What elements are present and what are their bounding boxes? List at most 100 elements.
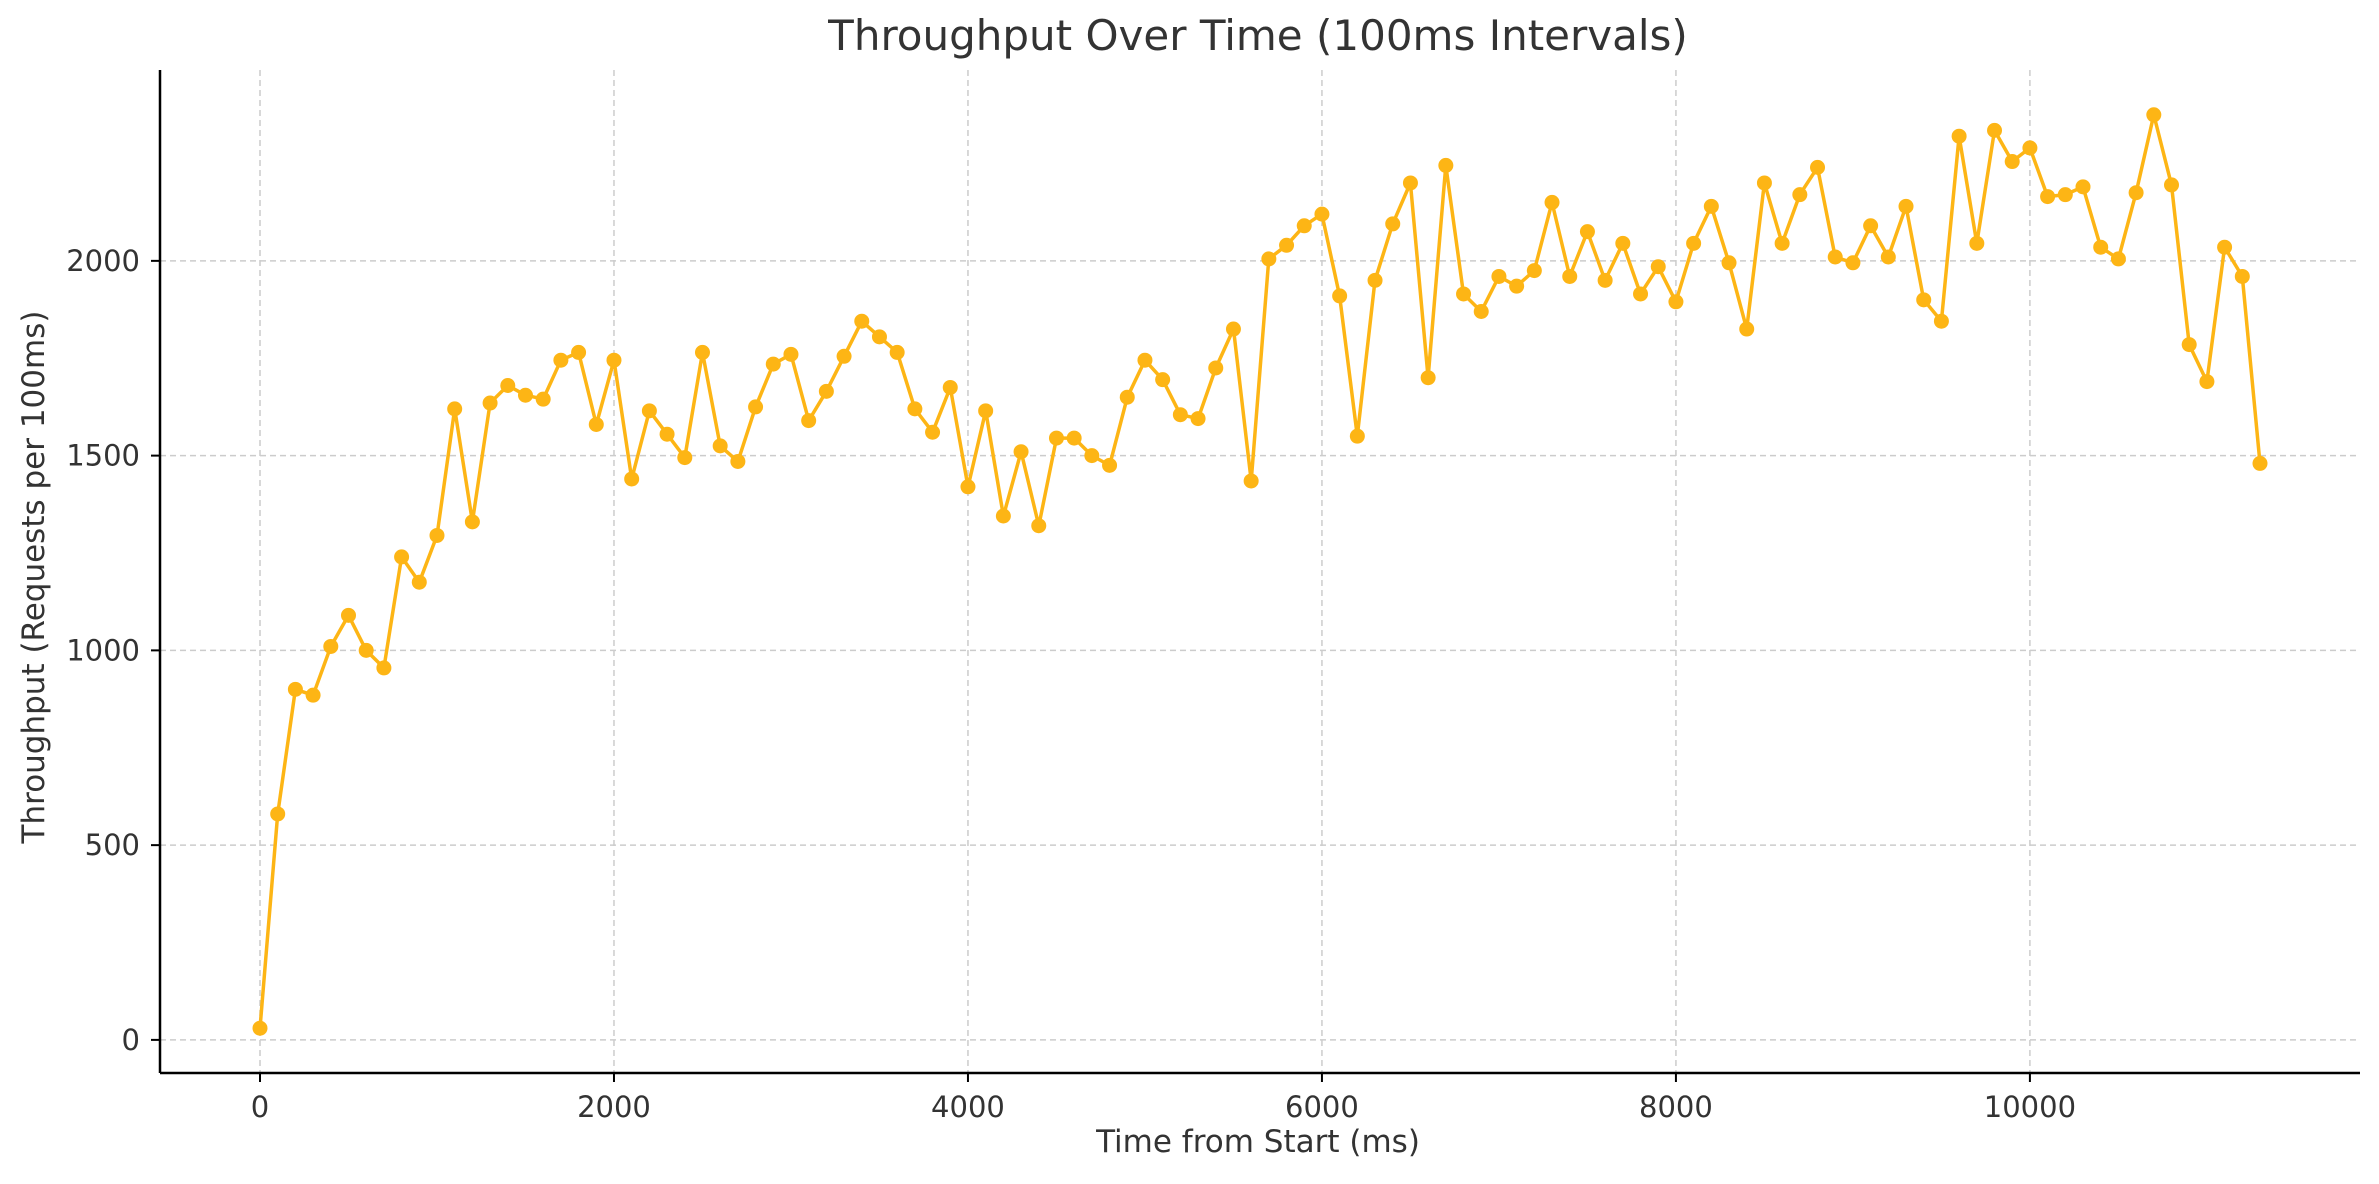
data-point (588, 416, 604, 432)
data-point (712, 438, 728, 454)
data-point (482, 395, 498, 411)
data-point (942, 379, 958, 395)
data-point (2110, 251, 2126, 267)
data-point (535, 391, 551, 407)
data-point (1845, 255, 1861, 271)
data-point (1102, 457, 1118, 473)
data-point (464, 514, 480, 530)
x-tick-label: 10000 (1984, 1090, 2076, 1124)
data-point (1969, 235, 1985, 251)
data-point (765, 356, 781, 372)
data-point (1898, 198, 1914, 214)
data-point (694, 344, 710, 360)
data-point (340, 607, 356, 623)
data-point (818, 383, 834, 399)
chart-title: Throughput Over Time (100ms Intervals) (827, 11, 1688, 60)
data-point (1420, 370, 1436, 386)
data-point (1119, 389, 1135, 405)
data-point (2181, 337, 2197, 353)
data-point (960, 479, 976, 495)
data-point (323, 638, 339, 654)
data-point (1668, 294, 1684, 310)
data-point (1332, 288, 1348, 304)
data-point (1243, 473, 1259, 489)
data-point (783, 346, 799, 362)
data-point (1367, 272, 1383, 288)
data-point (801, 413, 817, 429)
y-tick-label: 0 (122, 1023, 140, 1057)
data-point (1526, 263, 1542, 279)
data-point (2128, 185, 2144, 201)
data-point (1279, 237, 1295, 253)
data-point (2040, 189, 2056, 205)
data-point (429, 527, 445, 543)
data-point (571, 344, 587, 360)
data-point (606, 352, 622, 368)
data-point (270, 806, 286, 822)
data-point (2234, 268, 2250, 284)
data-point (1544, 194, 1560, 210)
data-point (1703, 198, 1719, 214)
data-point (1402, 175, 1418, 191)
y-tick-label: 500 (85, 828, 140, 862)
data-point (1810, 159, 1826, 175)
data-point (252, 1020, 268, 1036)
data-point (1491, 268, 1507, 284)
data-point (2057, 187, 2073, 203)
data-point (1633, 286, 1649, 302)
data-point (1615, 235, 1631, 251)
data-point (1951, 128, 1967, 144)
y-axis-label: Throughput (Requests per 100ms) (16, 311, 52, 845)
data-point (1792, 187, 1808, 203)
data-point (1562, 268, 1578, 284)
grid (160, 70, 2360, 1073)
data-point (1686, 235, 1702, 251)
data-point (1137, 352, 1153, 368)
data-point (305, 687, 321, 703)
data-point (1721, 255, 1737, 271)
data-point (995, 508, 1011, 524)
data-point (1933, 313, 1949, 329)
data-point (1756, 175, 1772, 191)
data-point (411, 574, 427, 590)
data-point (358, 642, 374, 658)
data-point (1774, 235, 1790, 251)
data-point (2004, 154, 2020, 170)
data-point (677, 450, 693, 466)
data-point (1349, 428, 1365, 444)
data-point (1827, 249, 1843, 265)
axes (158, 70, 2360, 1075)
data-point (2146, 107, 2162, 123)
data-point (1084, 448, 1100, 464)
data-point (1987, 122, 2003, 138)
data-point (1597, 272, 1613, 288)
data-point (1066, 430, 1082, 446)
data-point (2093, 239, 2109, 255)
x-tick-label: 2000 (577, 1090, 651, 1124)
x-tick-label: 8000 (1639, 1090, 1713, 1124)
data-point (1739, 321, 1755, 337)
data-point (1456, 286, 1472, 302)
data-point (1225, 321, 1241, 337)
data-point (2199, 374, 2215, 390)
data-point (1296, 218, 1312, 234)
data-point (394, 549, 410, 565)
data-point (836, 348, 852, 364)
data-point (376, 660, 392, 676)
data-point (1208, 360, 1224, 376)
data-point (854, 313, 870, 329)
y-tick-label: 1000 (66, 633, 140, 667)
x-tick-label: 0 (251, 1090, 269, 1124)
data-point (2164, 177, 2180, 193)
y-tick-label: 1500 (66, 439, 140, 473)
data-point (1438, 157, 1454, 173)
data-point (871, 329, 887, 345)
series-layer (252, 107, 2268, 1036)
data-point (2217, 239, 2233, 255)
data-point (2075, 179, 2091, 195)
data-point (2022, 140, 2038, 156)
data-point (1473, 303, 1489, 319)
data-point (624, 471, 640, 487)
data-point (1155, 372, 1171, 388)
